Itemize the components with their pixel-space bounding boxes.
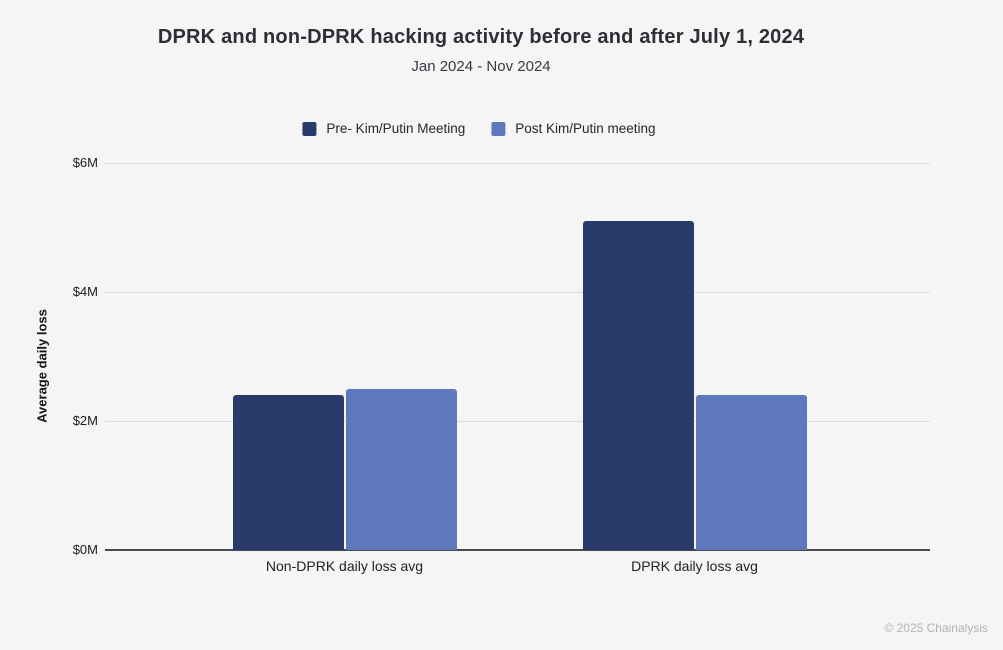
legend-swatch-pre-icon <box>302 121 317 136</box>
gridline-6m <box>105 162 930 164</box>
x-axis-line <box>105 549 930 551</box>
x-axis-label-dprk: DPRK daily loss avg <box>631 558 758 574</box>
bar-pre-dprk[interactable] <box>582 221 694 550</box>
y-tick-label-6m: $6M <box>72 155 98 170</box>
y-tick-label-2m: $2M <box>72 413 98 428</box>
x-axis-label-non-dprk: Non-DPRK daily loss avg <box>265 558 424 574</box>
legend-swatch-post-icon <box>491 121 506 136</box>
y-tick-label-4m: $4M <box>72 284 98 299</box>
legend-item-post-meeting[interactable]: Post Kim/Putin meeting <box>491 121 656 136</box>
chart-subtitle: Jan 2024 - Nov 2024 <box>411 58 551 75</box>
gridline-4m <box>105 291 930 293</box>
copyright: © 2025 Chainalysis <box>884 621 988 635</box>
bar-post-non-dprk[interactable] <box>345 388 457 550</box>
bar-post-dprk[interactable] <box>695 395 807 550</box>
legend-label-post: Post Kim/Putin meeting <box>515 121 656 136</box>
legend-label-pre: Pre- Kim/Putin Meeting <box>326 121 466 136</box>
chart-title: DPRK and non-DPRK hacking activity befor… <box>157 26 805 48</box>
bar-pre-non-dprk[interactable] <box>232 395 344 550</box>
y-tick-label-0m: $0M <box>72 542 98 557</box>
plot-area <box>105 162 930 551</box>
legend: Pre- Kim/Putin Meeting Post Kim/Putin me… <box>302 121 656 136</box>
gridline-2m <box>105 420 930 422</box>
legend-item-pre-meeting[interactable]: Pre- Kim/Putin Meeting <box>302 121 465 136</box>
y-axis-title: Average daily loss <box>34 309 50 423</box>
